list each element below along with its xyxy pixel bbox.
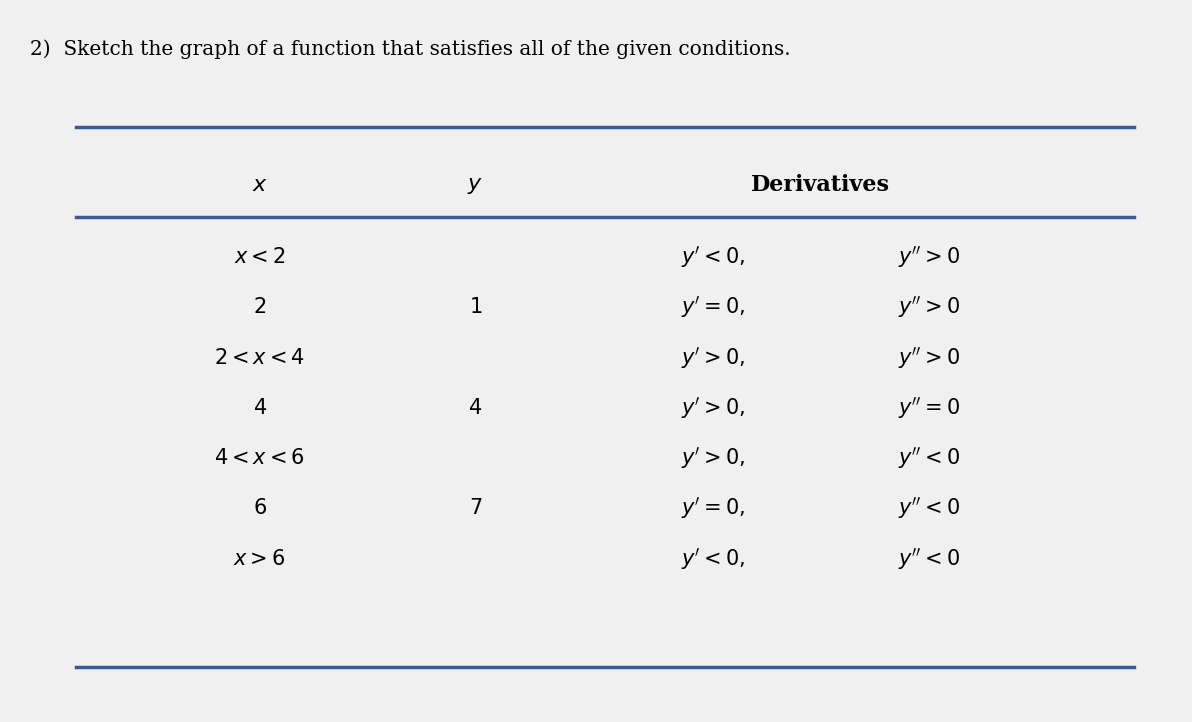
Text: $y' > 0,$: $y' > 0,$ xyxy=(681,445,745,471)
Text: $4$: $4$ xyxy=(468,398,483,418)
Text: $y' < 0,$: $y' < 0,$ xyxy=(681,546,745,572)
Text: $y' > 0,$: $y' > 0,$ xyxy=(681,395,745,421)
Text: $1$: $1$ xyxy=(468,297,483,317)
Text: $y' < 0,$: $y' < 0,$ xyxy=(681,244,745,270)
Text: $2 < x < 4$: $2 < x < 4$ xyxy=(215,347,305,367)
Text: $4$: $4$ xyxy=(253,398,267,418)
Text: $y'' < 0$: $y'' < 0$ xyxy=(898,495,960,521)
Text: $x$: $x$ xyxy=(252,174,268,196)
Text: $y$: $y$ xyxy=(467,174,484,196)
Text: $y'' > 0$: $y'' > 0$ xyxy=(898,344,960,370)
Text: $y' = 0,$: $y' = 0,$ xyxy=(681,495,745,521)
Text: 2)  Sketch the graph of a function that satisfies all of the given conditions.: 2) Sketch the graph of a function that s… xyxy=(30,40,790,59)
Text: $y' > 0,$: $y' > 0,$ xyxy=(681,344,745,370)
Text: $7$: $7$ xyxy=(468,498,483,518)
Text: $x > 6$: $x > 6$ xyxy=(234,549,286,568)
Text: $y'' > 0$: $y'' > 0$ xyxy=(898,244,960,270)
Text: $y' = 0,$: $y' = 0,$ xyxy=(681,295,745,321)
Text: $y'' < 0$: $y'' < 0$ xyxy=(898,445,960,471)
Text: $y'' < 0$: $y'' < 0$ xyxy=(898,546,960,572)
Text: $4 < x < 6$: $4 < x < 6$ xyxy=(215,448,305,468)
Text: $x < 2$: $x < 2$ xyxy=(234,247,286,267)
Text: Derivatives: Derivatives xyxy=(751,174,890,196)
Text: $6$: $6$ xyxy=(253,498,267,518)
Text: $y'' > 0$: $y'' > 0$ xyxy=(898,295,960,321)
Text: $y'' = 0$: $y'' = 0$ xyxy=(898,395,960,421)
Text: $2$: $2$ xyxy=(253,297,266,317)
